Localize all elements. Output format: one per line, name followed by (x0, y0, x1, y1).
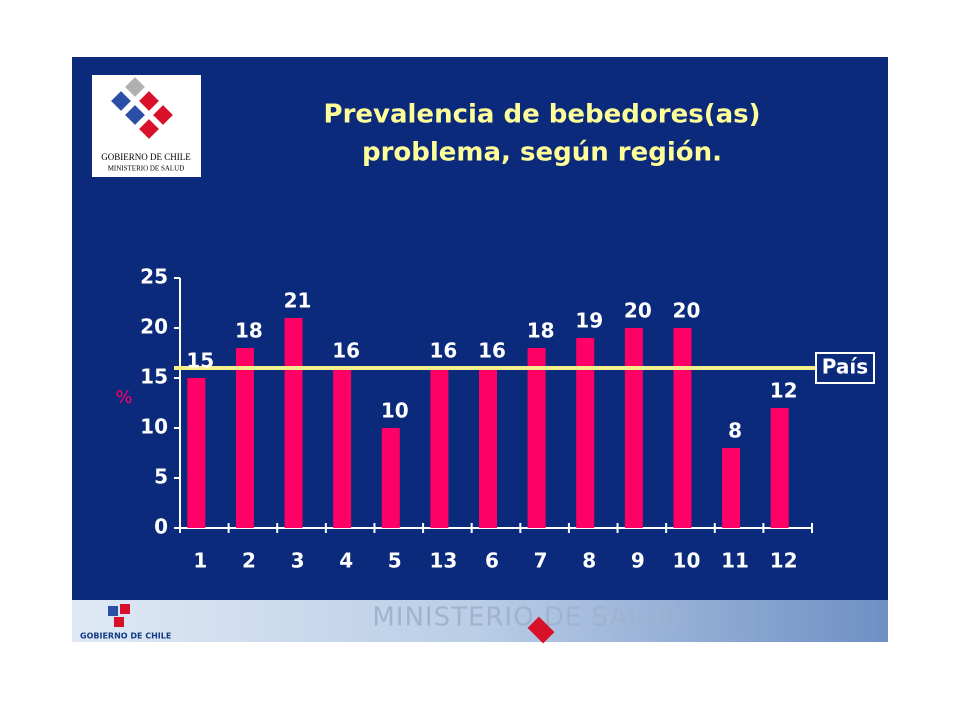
bar (576, 338, 595, 528)
x-tick-label: 12 (770, 549, 798, 573)
x-tick-label: 9 (631, 549, 645, 573)
x-tick-label: 8 (582, 549, 596, 573)
x-tick-label: 7 (534, 549, 548, 573)
y-tick-label: 15 (140, 365, 168, 389)
bar (770, 408, 789, 528)
x-tick-label: 10 (673, 549, 701, 573)
reference-label: País (822, 355, 868, 379)
value-label: 8 (728, 419, 742, 443)
reference-label-box (815, 352, 875, 384)
logo-line1: GOBIERNO DE CHILE (101, 152, 191, 162)
value-label: 10 (381, 399, 409, 423)
value-label: 16 (332, 339, 360, 363)
value-label: 18 (235, 319, 263, 343)
bar (722, 448, 741, 528)
y-axis-label: % (115, 387, 132, 408)
x-tick-label: 2 (242, 549, 256, 573)
y-tick-label: 10 (140, 415, 168, 439)
footer-banner: MINISTERIO DE SALUD (372, 603, 683, 633)
y-tick-label: 20 (140, 315, 168, 339)
footer-diamond (527, 616, 555, 644)
value-label: 16 (478, 339, 506, 363)
bar (284, 318, 303, 528)
chart-title: Prevalencia de bebedores(as) (324, 100, 761, 130)
bar (430, 368, 449, 528)
value-label: 21 (284, 289, 312, 313)
bar (187, 378, 206, 528)
value-label: 20 (624, 299, 652, 323)
x-tick-label: 6 (485, 549, 499, 573)
bar (235, 348, 254, 528)
x-tick-label: 11 (721, 549, 749, 573)
x-tick-label: 3 (291, 549, 305, 573)
value-label: 20 (673, 299, 701, 323)
bar (381, 428, 400, 528)
value-label: 12 (770, 379, 798, 403)
footer-brand: GOBIERNO DE CHILE (80, 632, 171, 641)
logo-mark (111, 77, 173, 139)
bar (527, 348, 546, 528)
bar (673, 328, 692, 528)
y-tick-label: 25 (140, 265, 168, 289)
x-tick-label: 13 (429, 549, 457, 573)
logo-line2: MINISTERIO DE SALUD (108, 165, 185, 173)
x-tick-label: 5 (388, 549, 402, 573)
y-tick-label: 0 (154, 515, 168, 539)
bar (333, 368, 352, 528)
bar (624, 328, 643, 528)
x-tick-label: 4 (339, 549, 353, 573)
value-label: 16 (429, 339, 457, 363)
x-tick-label: 1 (193, 549, 207, 573)
y-tick-label: 5 (154, 465, 168, 489)
bar (479, 368, 497, 528)
footer-logo (108, 604, 130, 627)
chart-title: problema, según región. (362, 138, 722, 168)
value-label: 15 (186, 349, 214, 373)
value-label: 19 (575, 309, 603, 333)
value-label: 18 (527, 319, 555, 343)
footer-strip (72, 600, 888, 642)
